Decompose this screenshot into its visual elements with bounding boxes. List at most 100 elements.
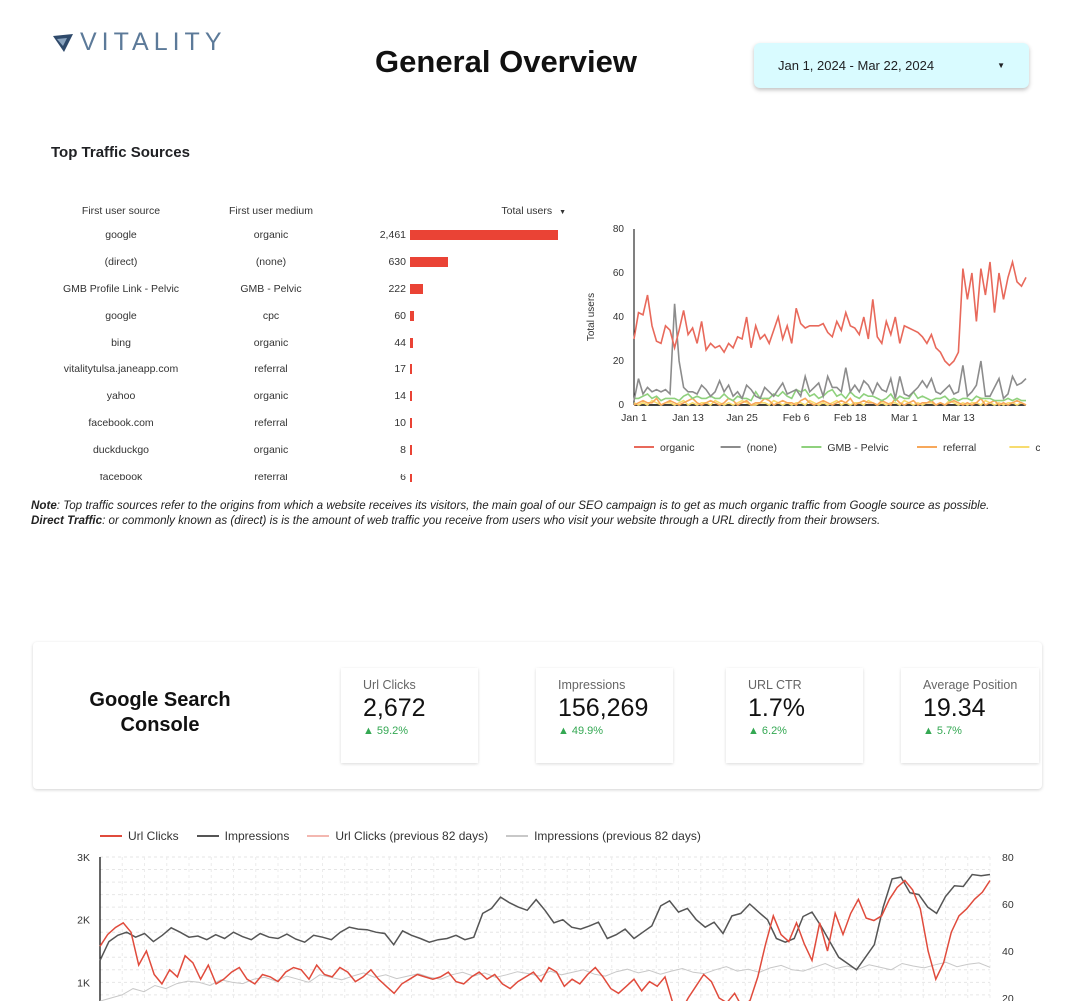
y-right-tick-label: 60 <box>1002 899 1014 911</box>
kpi-label: Url Clicks <box>363 678 416 692</box>
legend-item[interactable]: Impressions <box>196 829 290 843</box>
table-row[interactable]: google organic 2,461 <box>46 222 570 249</box>
y-axis-label: Total users <box>586 293 597 341</box>
legend-label: Impressions <box>224 829 290 843</box>
kpi-delta: 59.2% <box>376 725 409 737</box>
legend-label: cpc <box>1035 442 1040 454</box>
legend-item[interactable]: Impressions (previous 82 days) <box>506 829 701 843</box>
y-tick-label: 60 <box>613 268 625 279</box>
legend-item[interactable]: Url Clicks <box>100 829 179 843</box>
users-bar <box>410 257 448 268</box>
legend-swatch <box>100 835 122 837</box>
users-cell: 2,461 <box>379 229 406 242</box>
kpi-delta: 49.9% <box>571 725 604 737</box>
kpi-impressions[interactable]: Impressions 156,269 ▲ 49.9% <box>536 668 673 763</box>
users-bar-cell <box>410 436 570 463</box>
y-right-tick-label: 40 <box>1002 946 1014 958</box>
table-row[interactable]: (direct) (none) 630 <box>46 249 570 276</box>
x-tick-label: Jan 13 <box>672 412 704 424</box>
legend-item[interactable]: (none) <box>720 442 777 454</box>
x-tick-label: Jan 1 <box>621 412 647 424</box>
legend-swatch <box>506 835 529 837</box>
kpi-url-ctr[interactable]: URL CTR 1.7% ▲ 6.2% <box>726 668 863 763</box>
table-row[interactable]: google cpc 60 <box>46 302 570 329</box>
medium-cell: organic <box>253 229 289 242</box>
users-bar-cell <box>410 329 570 356</box>
kpi-value: 1.7% <box>748 694 805 722</box>
legend-item[interactable]: Url Clicks (previous 82 days) <box>307 829 488 843</box>
users-bar-cell <box>410 302 570 329</box>
column-header-medium[interactable]: First user medium <box>228 205 313 217</box>
kpi-url-clicks[interactable]: Url Clicks 2,672 ▲ 59.2% <box>341 668 478 763</box>
gsc-title-line2: Console <box>120 714 200 736</box>
legend-swatch <box>307 835 330 837</box>
table-row[interactable]: bing organic 44 <box>46 329 570 356</box>
note-text: : Top traffic sources refer to the origi… <box>56 499 990 512</box>
direct-traffic-text: : or commonly known as (direct) is is th… <box>102 513 881 527</box>
table-row[interactable]: GMB Profile Link - Pelvic GMB - Pelvic 222 <box>46 276 570 303</box>
column-header-source[interactable]: First user source <box>81 205 161 217</box>
medium-cell: organic <box>253 443 289 456</box>
kpi-label: Average Position <box>923 678 1018 692</box>
kpi-value: 156,269 <box>558 694 649 722</box>
legend-item[interactable]: referral <box>917 442 976 454</box>
source-cell: bing <box>111 336 131 349</box>
source-cell: google <box>105 229 137 242</box>
kpi-value: 2,672 <box>363 694 426 722</box>
column-header-users[interactable]: Total users ▼ <box>346 200 570 222</box>
series-line-referral <box>633 397 1027 407</box>
medium-cell: GMB - Pelvic <box>240 282 302 295</box>
y-tick-label: 0 <box>618 400 624 411</box>
kpi-delta: 6.2% <box>761 725 787 737</box>
users-bar-cell <box>410 276 570 303</box>
chevron-down-icon: ▼ <box>997 61 1005 70</box>
users-bar <box>410 364 412 375</box>
series-line-url-clicks <box>99 879 991 1001</box>
date-range-picker[interactable]: Jan 1, 2024 - Mar 22, 2024 ▼ <box>754 43 1029 88</box>
medium-cell: cpc <box>262 309 280 322</box>
table-row[interactable]: vitalitytulsa.janeapp.com referral 17 <box>46 356 570 383</box>
source-cell: (direct) <box>104 256 138 269</box>
source-cell: google <box>105 309 137 322</box>
series-line-organic <box>633 258 1027 367</box>
traffic-line-chart: 0 20 40 60 80 Total users Jan 1 Jan 13 Jan 25 Feb… <box>586 224 1040 454</box>
y-tick-label: 40 <box>613 312 625 323</box>
users-bar-cell <box>410 222 570 249</box>
table-row[interactable]: duckduckgo organic 8 <box>46 436 570 463</box>
x-tick-label: Feb 6 <box>783 412 810 424</box>
y-left-tick-label: 1K <box>77 977 90 989</box>
legend-swatch <box>196 835 219 837</box>
legend-label: (none) <box>747 442 777 454</box>
legend-label: GMB - Pelvic <box>827 442 888 454</box>
y-tick-label: 80 <box>613 224 625 235</box>
users-cell: 14 <box>394 390 406 403</box>
users-cell: 222 <box>388 282 406 295</box>
legend-item[interactable]: GMB - Pelvic <box>801 442 889 454</box>
users-bar <box>410 337 413 348</box>
series-line--none- <box>633 303 1027 401</box>
source-cell: duckduckgo <box>92 443 150 456</box>
legend-label: Url Clicks (previous 82 days) <box>335 829 489 843</box>
vitality-logo[interactable]: VITALITY <box>52 28 227 57</box>
direct-traffic-label: Direct Traffic <box>31 513 103 527</box>
legend-item[interactable]: cpc <box>1009 442 1040 454</box>
sort-desc-icon: ▼ <box>559 209 566 216</box>
column-header-users-label: Total users <box>501 205 553 217</box>
users-bar <box>410 310 414 321</box>
users-cell: 60 <box>394 309 406 322</box>
legend-label: Url Clicks <box>128 829 179 843</box>
table-row[interactable]: yahoo organic 14 <box>46 383 570 410</box>
medium-cell: organic <box>253 336 289 349</box>
legend-item[interactable]: organic <box>634 442 694 454</box>
legend-label: Impressions (previous 82 days) <box>534 829 701 843</box>
page-title: General Overview <box>375 44 637 79</box>
y-left-tick-label: 3K <box>77 852 90 864</box>
kpi-average-position[interactable]: Average Position 19.34 ▲ 5.7% <box>901 668 1039 763</box>
table-row[interactable]: facebook.com referral 10 <box>46 410 570 437</box>
trend-up-icon: ▲ <box>923 725 934 737</box>
users-cell: 17 <box>394 363 406 376</box>
date-range-label: Jan 1, 2024 - Mar 22, 2024 <box>778 58 935 73</box>
x-tick-label: Mar 13 <box>942 412 975 424</box>
source-cell: yahoo <box>106 390 136 403</box>
users-bar <box>410 391 412 402</box>
